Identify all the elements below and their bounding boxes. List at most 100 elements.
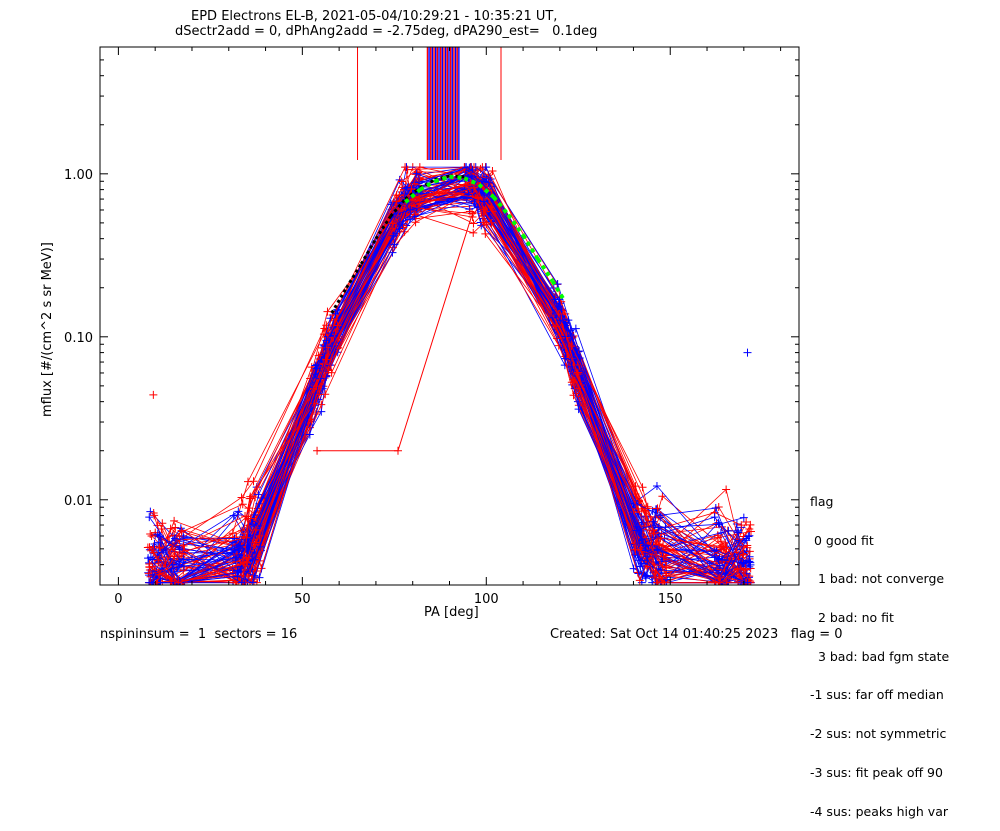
data-point (739, 513, 748, 522)
data-point (635, 576, 644, 585)
data-point (310, 399, 319, 408)
legend-item: -2 sus: not symmetric (810, 726, 947, 742)
data-point (407, 185, 416, 194)
legend-title: flag (810, 493, 834, 509)
data-point (479, 197, 488, 206)
fit-model-segment (330, 286, 348, 314)
data-point (411, 218, 420, 227)
outlier-point (393, 446, 402, 455)
data-point (233, 572, 242, 581)
data-point (246, 494, 255, 503)
data-point (170, 534, 179, 543)
flag-legend: flag 0 good fit 1 bad: not converge 2 ba… (810, 470, 949, 831)
data-point (571, 324, 580, 333)
data-point (158, 564, 167, 573)
data-point (395, 175, 404, 184)
data-point (406, 205, 415, 214)
data-point (487, 218, 496, 227)
fit-model-segment (374, 215, 392, 240)
series-line (157, 166, 746, 584)
fit-curve-segment (404, 188, 422, 204)
data-point (736, 564, 745, 573)
data-point (333, 321, 342, 330)
data-point (656, 534, 665, 543)
data-point (241, 511, 250, 520)
data-point (171, 523, 180, 532)
data-point (566, 326, 575, 335)
data-point (392, 197, 401, 206)
data-point (392, 210, 401, 219)
y-tick-label: 0.01 (64, 494, 93, 509)
data-point (639, 559, 648, 568)
data-point (170, 548, 179, 557)
series-line (161, 196, 747, 584)
data-point (653, 545, 662, 554)
data-point (323, 355, 332, 364)
data-point (144, 554, 153, 563)
data-point (636, 543, 645, 552)
data-point (149, 548, 158, 557)
data-point (256, 542, 265, 551)
data-point (228, 529, 237, 538)
data-point (311, 361, 320, 370)
data-point (641, 546, 650, 555)
fit-model-segment (345, 263, 363, 289)
data-point (238, 500, 247, 509)
data-point (719, 545, 728, 554)
series-line (157, 196, 746, 584)
data-point (177, 526, 186, 535)
legend-item: 0 good fit (810, 532, 874, 548)
fit-model-segment (389, 198, 407, 218)
data-point (149, 509, 158, 518)
data-point (638, 483, 647, 492)
fit-curve-segment (550, 279, 566, 301)
data-point (242, 553, 251, 562)
data-point (662, 571, 671, 580)
fit-curve-segment (477, 182, 495, 199)
data-point (641, 521, 650, 530)
data-point (488, 167, 497, 176)
data-point (648, 517, 657, 526)
data-point (658, 574, 667, 583)
data-point (722, 543, 731, 552)
data-point (737, 521, 746, 530)
data-point (412, 169, 421, 178)
footer-right-info: Created: Sat Oct 14 01:40:25 2023 flag =… (550, 627, 843, 642)
data-point (466, 207, 475, 216)
data-point (179, 555, 188, 564)
data-point (473, 193, 482, 202)
data-point (150, 540, 159, 549)
data-point (246, 492, 255, 501)
data-point (153, 530, 162, 539)
data-point (154, 538, 163, 547)
data-point (315, 390, 324, 399)
data-point (481, 229, 490, 238)
data-point (146, 529, 155, 538)
footer-left-info: nspininsum = 1 sectors = 16 (100, 627, 298, 642)
data-point (148, 555, 157, 564)
data-point (249, 477, 258, 486)
data-point (733, 526, 741, 535)
data-point (155, 557, 164, 566)
data-point (739, 559, 748, 568)
data-point (468, 212, 477, 221)
data-point (245, 543, 254, 552)
data-point (312, 382, 321, 391)
data-point (170, 516, 179, 525)
data-point (716, 537, 725, 546)
data-point (166, 524, 175, 533)
data-point (742, 517, 751, 526)
data-point (653, 504, 662, 513)
data-point (179, 534, 188, 543)
data-point (147, 578, 156, 585)
data-point (155, 570, 164, 579)
legend-item: -4 sus: peaks high var (810, 803, 949, 819)
data-point (462, 163, 471, 172)
data-point (157, 525, 166, 534)
data-point (167, 577, 176, 585)
data-point (659, 541, 668, 550)
data-point (722, 485, 731, 494)
data-point (641, 572, 650, 581)
fit-curve-segment (449, 174, 465, 181)
data-point (659, 552, 668, 561)
